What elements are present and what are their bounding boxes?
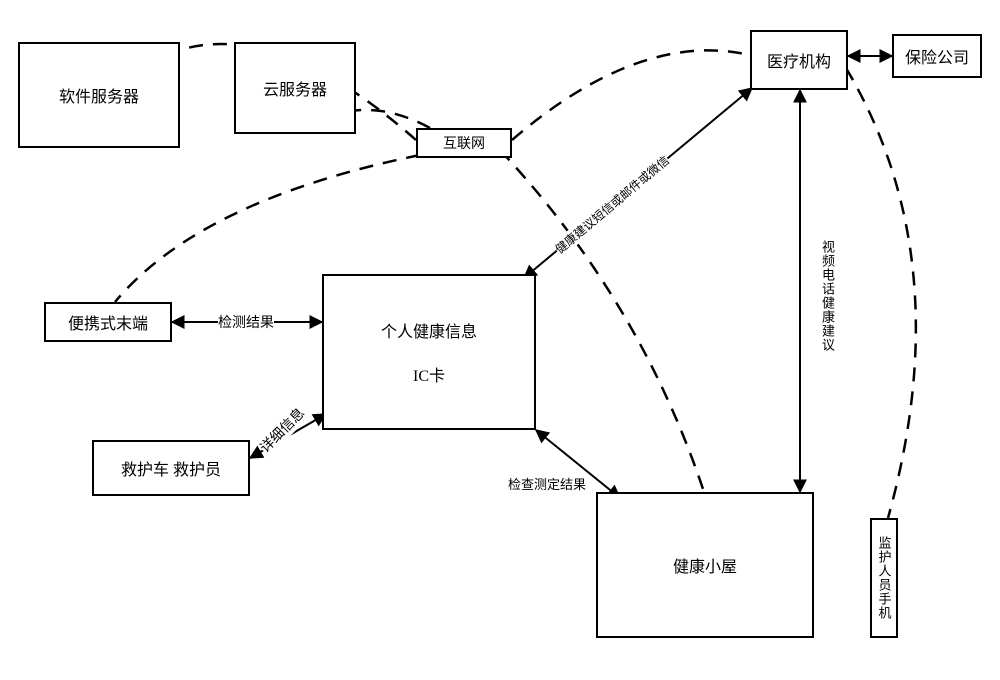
health-hut-box: 健康小屋 xyxy=(596,492,814,638)
health-advice-msg-label: 健康建议短信或邮件或微信 xyxy=(551,152,672,258)
portable-terminal-box: 便携式末端 xyxy=(44,302,172,342)
medical-institution-box: 医疗机构 xyxy=(750,30,848,90)
video-call-advice-label: 视频电话健康建议 xyxy=(818,240,837,352)
software-server-box: 软件服务器 xyxy=(18,42,180,148)
internet-box: 互联网 xyxy=(416,128,512,158)
insurance-company-label: 保险公司 xyxy=(905,44,969,68)
software-server-label: 软件服务器 xyxy=(59,83,139,107)
guardian-phone-label: 监护人员手机 xyxy=(875,536,894,620)
portable-terminal-label: 便携式末端 xyxy=(68,310,148,334)
ambulance-box: 救护车 救护员 xyxy=(92,440,250,496)
ic-card-label-2: IC卡 xyxy=(413,362,445,386)
ic-card-label-1: 个人健康信息 xyxy=(381,318,477,342)
edge-medical-guardian xyxy=(846,68,916,518)
cloud-server-box: 云服务器 xyxy=(234,42,356,134)
exam-result-label: 检查测定结果 xyxy=(508,474,586,493)
test-result-label: 检测结果 xyxy=(218,312,274,332)
ambulance-label: 救护车 救护员 xyxy=(121,456,221,480)
ic-card-box: 个人健康信息 IC卡 xyxy=(322,274,536,430)
guardian-phone-box: 监护人员手机 xyxy=(870,518,898,638)
internet-label: 互联网 xyxy=(443,133,485,153)
cloud-server-label: 云服务器 xyxy=(263,76,327,100)
insurance-company-box: 保险公司 xyxy=(892,34,982,78)
edge-internet-medical xyxy=(512,50,750,140)
detailed-info-label: 详细信息 xyxy=(255,403,309,457)
health-hut-label: 健康小屋 xyxy=(673,553,737,577)
medical-institution-label: 医疗机构 xyxy=(767,48,831,72)
